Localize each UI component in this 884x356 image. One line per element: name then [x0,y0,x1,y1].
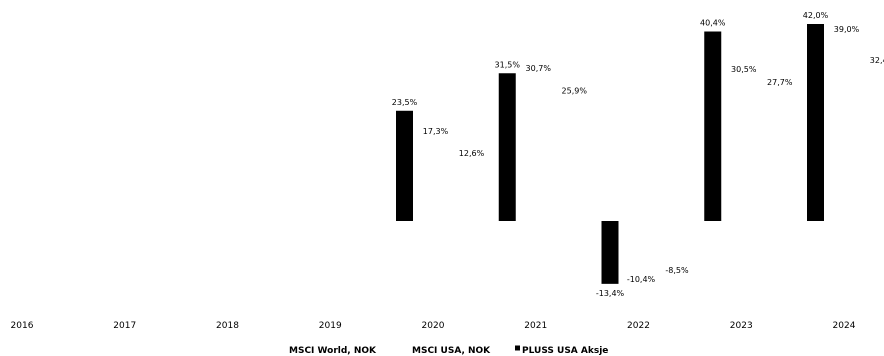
x-tick-label: 2020 [422,321,445,331]
legend-item-label: MSCI USA, NOK [412,346,491,356]
data-label: 40,4% [700,19,726,28]
data-label: 31,5% [495,60,521,69]
bar-pluss-usa-aksje-2024 [807,24,824,221]
bar-msci-world-nok-2021 [558,99,576,221]
bar-msci-world-nok-2023 [764,91,782,221]
x-tick-label: 2018 [216,321,239,331]
data-label: 23,5% [392,98,418,107]
bar-msci-usa-nok-2022 [632,221,650,270]
x-tick-label: 2017 [113,321,136,331]
data-labels-layer: 23,5% 17,3% 12,6% 31,5% 30,7% 25,9% -13,4%-10,… [392,11,884,298]
bar-msci-usa-nok-2021 [529,77,547,221]
x-tick-label: 2019 [319,321,342,331]
bar-msci-world-nok-2022 [661,221,679,261]
bar-pluss-usa-aksje-2022 [601,221,619,284]
data-label: -10,4% [627,275,656,284]
data-label: 42,0% [803,11,829,20]
legend: MSCI World, NOK MSCI USA, NOK PLUSS USA Ak… [288,345,608,356]
legend-swatch [288,345,293,351]
x-tick-label: 2023 [730,321,753,331]
legend-swatch [411,345,416,351]
data-label: 12,6% [459,149,485,158]
x-axis: 2016 2017 2018 2019 2020 2021 2022 2023 2024 [11,321,856,331]
bar-pluss-usa-aksje-2023 [704,31,722,222]
bars-layer [396,24,884,284]
data-label: 27,7% [767,78,793,87]
x-tick-label: 2021 [524,321,547,331]
x-tick-label: 2016 [11,321,34,331]
data-label: 39,0% [834,25,860,34]
data-label: 25,9% [562,87,588,96]
data-label: 30,7% [526,64,552,73]
legend-swatch [515,345,520,351]
bar-msci-usa-nok-2020 [427,139,444,221]
bar-msci-world-nok-2024 [867,69,884,222]
bar-msci-usa-nok-2023 [735,77,753,221]
data-label: -8,5% [665,266,689,275]
bar-pluss-usa-aksje-2021 [498,73,516,221]
bar-pluss-usa-aksje-2020 [396,110,413,221]
data-label: -13,4% [596,289,625,298]
x-tick-label: 2024 [833,321,856,331]
data-label: 32,4% [870,56,884,65]
bar-msci-world-nok-2020 [456,161,473,221]
legend-item-label: MSCI World, NOK [289,346,377,356]
bar-msci-usa-nok-2024 [838,38,855,222]
data-label: 17,3% [423,127,449,136]
data-label: 30,5% [731,65,757,74]
x-tick-label: 2022 [627,321,650,331]
legend-item-label: PLUSS USA Aksje [522,346,608,356]
